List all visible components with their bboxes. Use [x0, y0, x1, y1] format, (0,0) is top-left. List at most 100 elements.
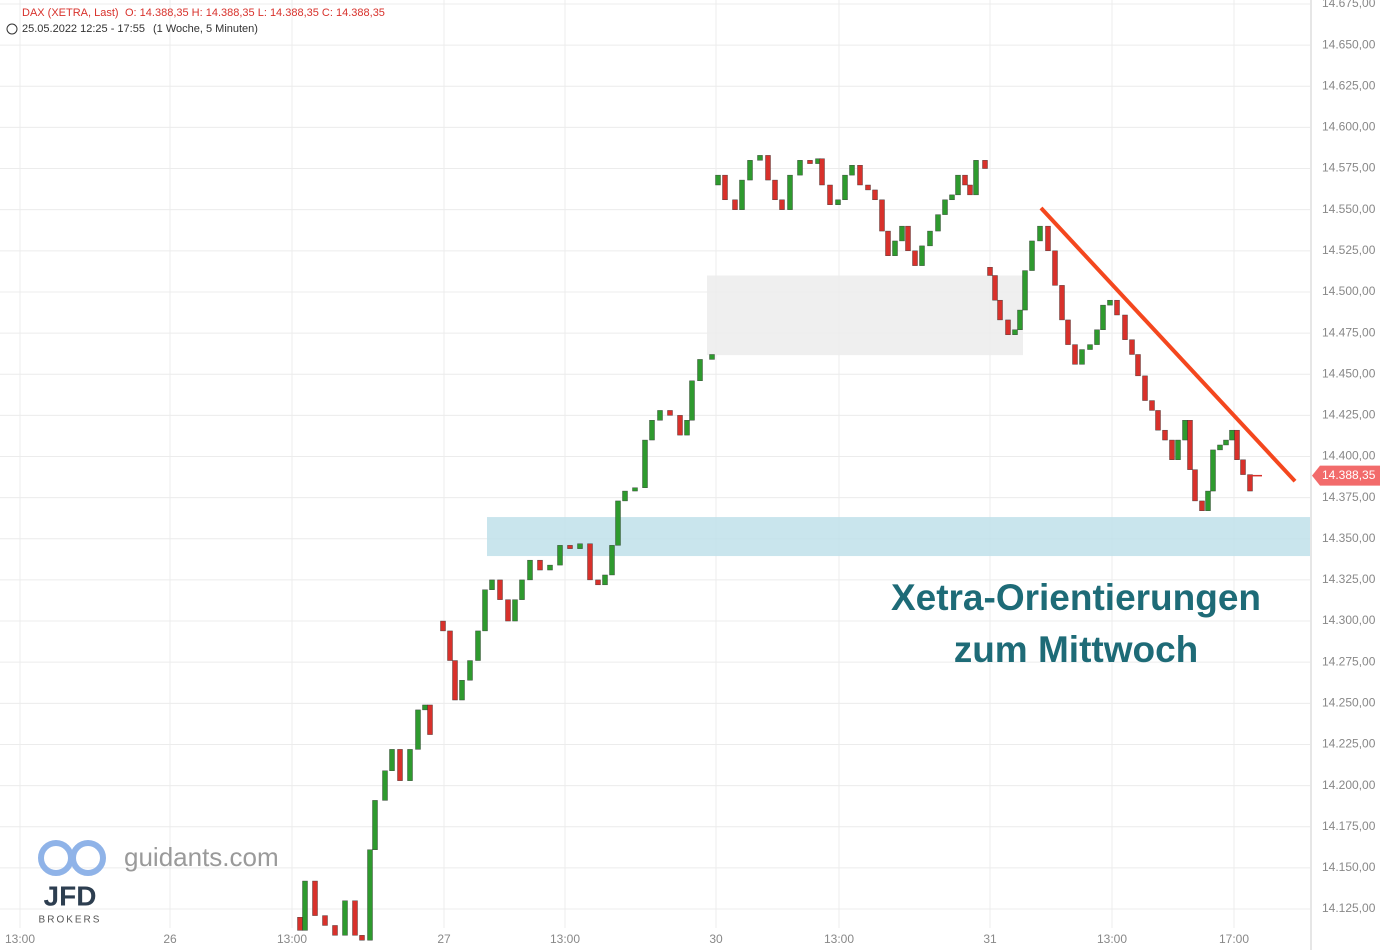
- x-tick-label: 17:00: [1219, 932, 1249, 946]
- candle-body: [537, 559, 543, 571]
- candle-body: [1135, 354, 1141, 377]
- candle-body: [787, 174, 793, 210]
- candle-body: [595, 579, 601, 586]
- trendline: [1039, 206, 1297, 483]
- candle-body: [389, 749, 395, 771]
- header-ohlc: O: 14.388,35 H: 14.388,35 L: 14.388,35 C…: [125, 7, 385, 19]
- candle-body: [427, 704, 433, 735]
- y-tick-label: 14.200,00: [1322, 778, 1376, 792]
- candle-body: [1052, 250, 1058, 286]
- candle-body: [973, 160, 979, 196]
- candle-body: [942, 199, 948, 215]
- candle-body: [919, 245, 925, 266]
- y-tick-label: 14.575,00: [1322, 161, 1376, 175]
- candle-body: [987, 267, 993, 276]
- candle-body: [1175, 439, 1181, 460]
- candle-body: [1107, 299, 1113, 306]
- candle-body: [527, 559, 533, 581]
- candle-body: [557, 545, 563, 566]
- candle-body: [547, 564, 553, 571]
- candle-body: [519, 579, 525, 600]
- zone: [487, 517, 1310, 557]
- logo-brand: JFD: [44, 880, 97, 911]
- candle-body: [1079, 349, 1085, 365]
- candle-body: [657, 410, 663, 421]
- candle-body: [872, 189, 878, 201]
- y-tick-label: 14.525,00: [1322, 243, 1376, 257]
- candle-body: [835, 199, 841, 205]
- candle-body: [1217, 444, 1223, 451]
- candle-body: [1059, 285, 1065, 321]
- candle-body: [905, 225, 911, 252]
- candle-body: [1094, 329, 1100, 345]
- logo-ring: [38, 840, 74, 876]
- candle-body: [475, 630, 481, 661]
- y-tick-label: 14.275,00: [1322, 654, 1376, 668]
- x-tick-label: 13:00: [277, 932, 307, 946]
- y-tick-label: 14.650,00: [1322, 37, 1376, 51]
- candle-body: [1142, 375, 1148, 401]
- candle-body: [865, 184, 871, 191]
- x-tick-label: 27: [437, 932, 451, 946]
- candle-body: [842, 174, 848, 201]
- candle-body: [415, 709, 421, 750]
- candle-body: [732, 199, 738, 210]
- candle-body: [352, 900, 358, 936]
- x-tick-label: 13:00: [1097, 932, 1127, 946]
- y-tick-label: 14.125,00: [1322, 901, 1376, 915]
- candle-body: [1087, 344, 1093, 350]
- candle-body: [1100, 304, 1106, 331]
- candle-body: [772, 179, 778, 201]
- y-tick-label: 14.625,00: [1322, 78, 1376, 92]
- logo-site: guidants.com: [124, 842, 279, 872]
- candle-body: [912, 250, 918, 266]
- candle-body: [765, 155, 771, 181]
- candle-body: [807, 160, 813, 164]
- candle-body: [1199, 500, 1205, 512]
- candle-body: [1065, 319, 1071, 345]
- y-tick-label: 14.475,00: [1322, 325, 1376, 339]
- candle-body: [642, 439, 648, 488]
- candle-body: [482, 589, 488, 632]
- candle-body: [422, 704, 428, 711]
- y-tick-label: 14.150,00: [1322, 860, 1376, 874]
- candle-body: [892, 240, 898, 256]
- candle-body: [1045, 225, 1051, 252]
- y-tick-label: 14.500,00: [1322, 284, 1376, 298]
- candle-body: [1247, 474, 1253, 492]
- candle-body: [622, 490, 628, 502]
- y-tick-label: 14.425,00: [1322, 408, 1376, 422]
- candle-body: [992, 275, 998, 301]
- zone: [707, 275, 1023, 356]
- y-tick-label: 14.450,00: [1322, 366, 1376, 380]
- candle-body: [297, 917, 303, 931]
- logo-sub: BROKERS: [39, 915, 102, 926]
- candle-body: [367, 849, 373, 941]
- x-tick-label: 13:00: [550, 932, 580, 946]
- candle-body: [577, 543, 583, 549]
- candle-body: [512, 599, 518, 622]
- candle-body: [505, 599, 511, 622]
- candle-body: [709, 354, 715, 360]
- y-tick-label: 14.675,00: [1322, 0, 1376, 10]
- y-tick-label: 14.250,00: [1322, 695, 1376, 709]
- candle-body: [1210, 449, 1216, 492]
- annotation: Xetra-Orientierungen: [891, 577, 1261, 618]
- candle-body: [1129, 339, 1135, 355]
- candle-body: [1192, 469, 1198, 502]
- x-tick-label: 13:00: [5, 932, 35, 946]
- candle-body: [849, 165, 855, 176]
- header-range: 25.05.2022 12:25 - 17:55: [22, 23, 145, 35]
- candle-body: [967, 184, 973, 196]
- candle-body: [382, 770, 388, 801]
- candle-body: [949, 194, 955, 201]
- candle-body: [1240, 459, 1246, 475]
- candle-body: [447, 630, 453, 661]
- candle-body: [819, 158, 825, 186]
- candle-body: [722, 174, 728, 201]
- candle-body: [1187, 420, 1193, 470]
- candle-body: [1182, 420, 1188, 441]
- candle-body: [467, 660, 473, 681]
- candle-body: [602, 574, 608, 586]
- header-instrument: DAX (XETRA, Last): [22, 7, 119, 19]
